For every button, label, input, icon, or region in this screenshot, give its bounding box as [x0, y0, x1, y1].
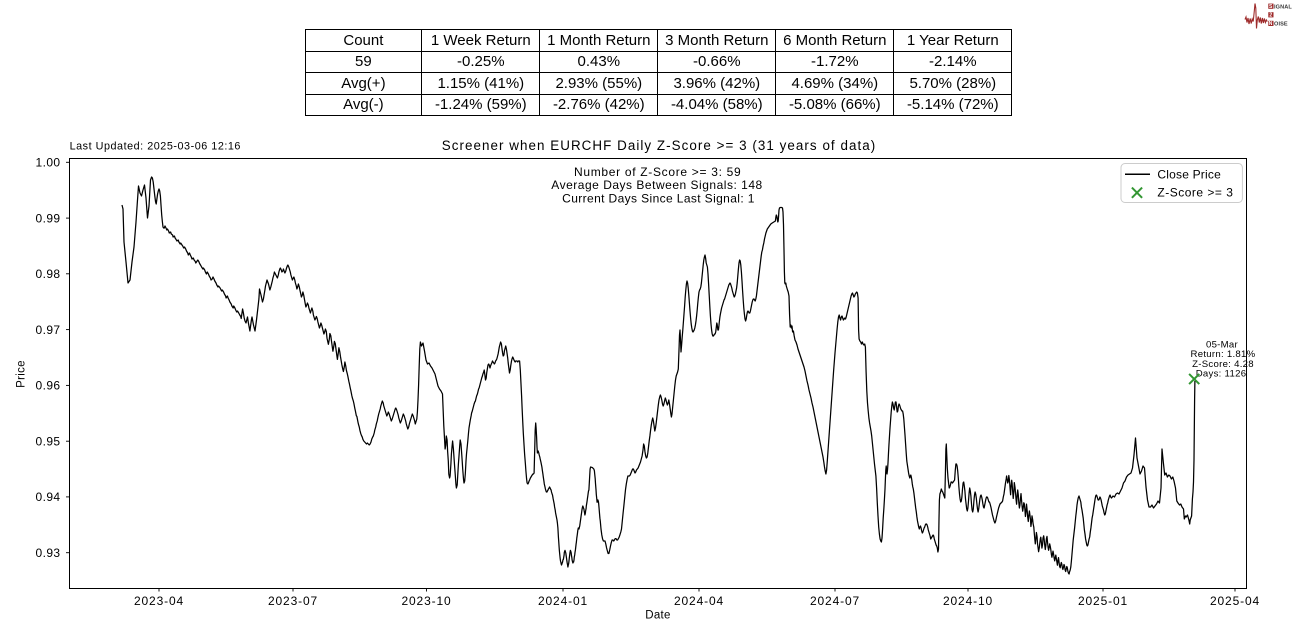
svg-text:0.98: 0.98	[36, 267, 61, 281]
svg-text:1.00: 1.00	[36, 156, 61, 170]
svg-text:OISE: OISE	[1274, 22, 1288, 28]
svg-text:Date: Date	[645, 610, 671, 622]
svg-text:Average Days Between Signals:: Average Days Between Signals: 148	[551, 178, 762, 192]
svg-text:2023-07: 2023-07	[268, 594, 318, 608]
svg-text:2025-04: 2025-04	[1210, 594, 1260, 608]
svg-text:Screener when EURCHF Daily Z-S: Screener when EURCHF Daily Z-Score >= 3 …	[442, 138, 877, 153]
svg-text:0.93: 0.93	[36, 546, 61, 560]
svg-text:05-Mar: 05-Mar	[1206, 339, 1239, 350]
svg-text:0.97: 0.97	[36, 323, 61, 337]
svg-text:2025-01: 2025-01	[1078, 594, 1128, 608]
svg-text:2023-04: 2023-04	[134, 594, 184, 608]
svg-text:0.96: 0.96	[36, 379, 61, 393]
svg-text:2024-07: 2024-07	[810, 594, 860, 608]
svg-text:IGNAL: IGNAL	[1274, 4, 1292, 10]
svg-text:Return: 1.81%: Return: 1.81%	[1191, 349, 1256, 360]
svg-text:2024-01: 2024-01	[538, 594, 588, 608]
svg-text:Close Price: Close Price	[1157, 167, 1221, 181]
svg-text:Z-Score >= 3: Z-Score >= 3	[1157, 186, 1233, 200]
svg-text:Current Days Since Last Signal: Current Days Since Last Signal: 1	[562, 191, 755, 205]
svg-text:N: N	[1269, 21, 1273, 27]
svg-text:2: 2	[1269, 13, 1272, 19]
svg-text:Days: 1126: Days: 1126	[1196, 369, 1247, 380]
svg-text:Price: Price	[16, 360, 28, 388]
svg-text:2024-04: 2024-04	[674, 594, 724, 608]
svg-text:Z-Score: 4.28: Z-Score: 4.28	[1192, 359, 1254, 370]
svg-text:0.99: 0.99	[36, 211, 61, 225]
svg-text:2023-10: 2023-10	[402, 594, 452, 608]
svg-text:0.95: 0.95	[36, 434, 61, 448]
svg-text:Number of Z-Score >= 3: 59: Number of Z-Score >= 3: 59	[574, 165, 741, 179]
svg-text:2024-10: 2024-10	[943, 594, 993, 608]
svg-text:S: S	[1269, 4, 1273, 10]
svg-text:Last Updated: 2025-03-06 12:16: Last Updated: 2025-03-06 12:16	[70, 141, 241, 153]
svg-text:0.94: 0.94	[36, 490, 61, 504]
